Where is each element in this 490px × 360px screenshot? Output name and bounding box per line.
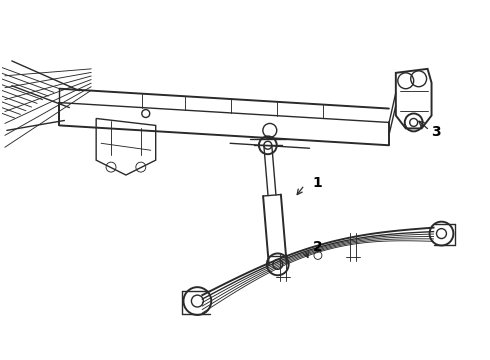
Text: 1: 1	[313, 176, 322, 190]
Text: 3: 3	[432, 125, 441, 139]
Text: 2: 2	[313, 240, 322, 255]
